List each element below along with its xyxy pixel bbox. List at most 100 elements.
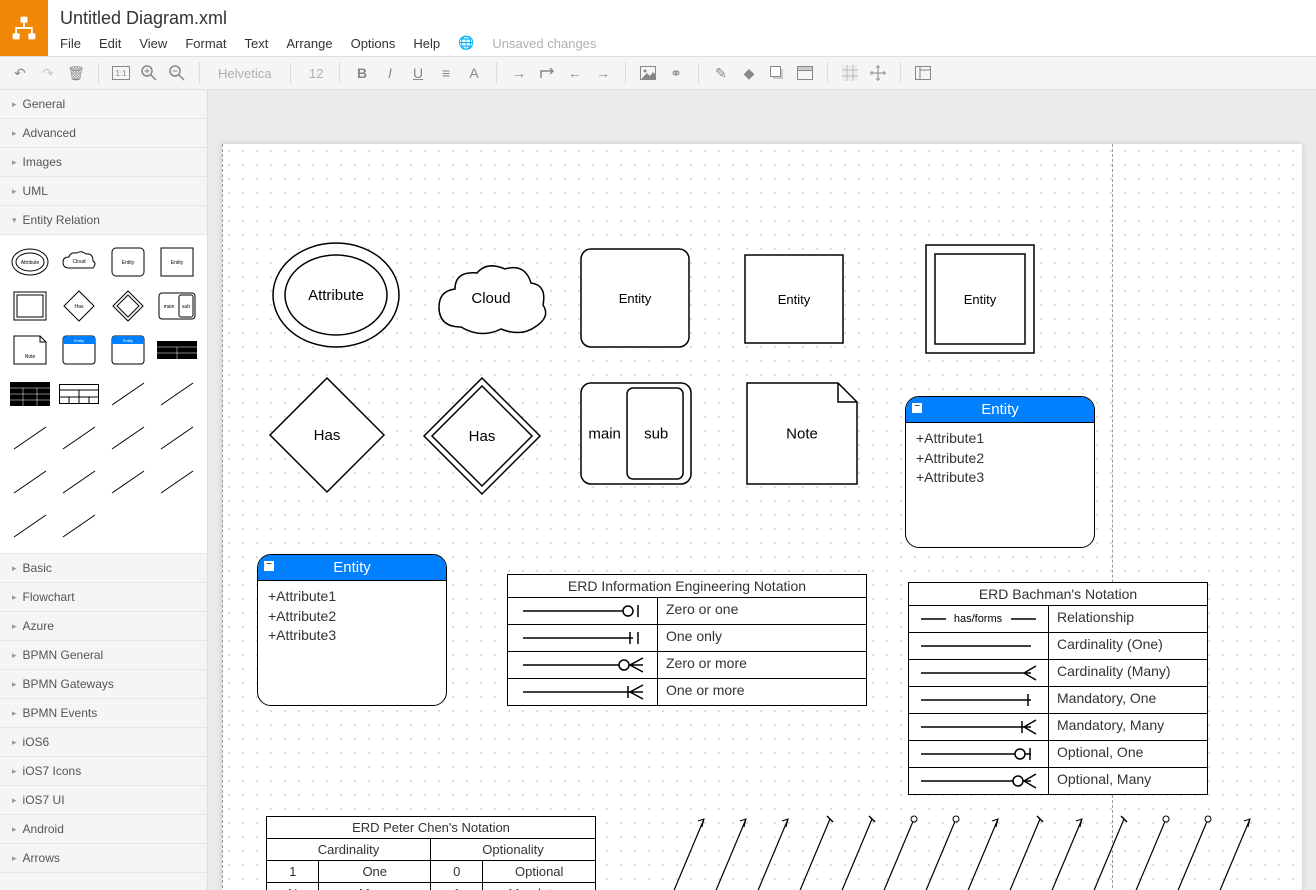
menu-arrange[interactable]: Arrange	[286, 36, 332, 51]
shape-attribute[interactable]: Attribute	[271, 241, 401, 349]
image-icon[interactable]	[636, 61, 660, 85]
pal-conn-11[interactable]	[8, 507, 51, 545]
arrow-right-icon[interactable]: →	[507, 61, 531, 85]
connectors-group[interactable]	[642, 814, 1290, 890]
erd-chen-table[interactable]: ERD Peter Chen's Notation CardinalityOpt…	[266, 816, 596, 890]
fill-color-icon[interactable]: ◆	[737, 61, 761, 85]
pal-conn-12[interactable]	[57, 507, 100, 545]
cat-azure[interactable]: Azure	[0, 612, 207, 641]
cat-advanced[interactable]: Advanced	[0, 119, 207, 148]
align-icon[interactable]: ≡	[434, 61, 458, 85]
underline-icon[interactable]: U	[406, 61, 430, 85]
shape-entity-square[interactable]: Entity	[744, 254, 844, 344]
shape-entity-attrs-2[interactable]: −Entity +Attribute1+Attribute2+Attribute…	[257, 554, 447, 706]
layout-icon[interactable]	[911, 61, 935, 85]
shape-has-double[interactable]: Has	[422, 376, 542, 496]
menu-edit[interactable]: Edit	[99, 36, 121, 51]
menu-format[interactable]: Format	[185, 36, 226, 51]
shape-weak-entity[interactable]: mainsub	[580, 382, 692, 485]
pal-conn-1[interactable]	[107, 375, 150, 413]
canvas[interactable]: Attribute CloudEntityEntityEntityHasHasm…	[222, 144, 1302, 890]
line-start-icon[interactable]: ←	[563, 61, 587, 85]
cat-uml[interactable]: UML	[0, 177, 207, 206]
shape-has[interactable]: Has	[268, 376, 386, 494]
cat-ios7-icons[interactable]: iOS7 Icons	[0, 757, 207, 786]
cat-bpmn-gateways[interactable]: BPMN Gateways	[0, 670, 207, 699]
grid-toggle-icon[interactable]	[838, 61, 862, 85]
pal-conn-9[interactable]	[107, 463, 150, 501]
shadow-icon[interactable]	[765, 61, 789, 85]
cat-android[interactable]: Android	[0, 815, 207, 844]
menu-options[interactable]: Options	[351, 36, 396, 51]
pal-has[interactable]: Has	[57, 287, 100, 325]
menu-file[interactable]: File	[60, 36, 81, 51]
pal-conn-3[interactable]	[8, 419, 51, 457]
pal-conn-4[interactable]	[57, 419, 100, 457]
font-color-icon[interactable]: A	[462, 61, 486, 85]
collapse-icon[interactable]: −	[264, 561, 274, 571]
pal-entity-rounded[interactable]: Entity	[107, 243, 150, 281]
redo-icon[interactable]: ↷	[36, 61, 60, 85]
menu-view[interactable]: View	[139, 36, 167, 51]
pal-conn-2[interactable]	[156, 375, 199, 413]
collapse-icon[interactable]: −	[912, 403, 922, 413]
pal-conn-10[interactable]	[156, 463, 199, 501]
shape-entity-rounded[interactable]: Entity	[580, 248, 690, 348]
document-title[interactable]: Untitled Diagram.xml	[60, 0, 1316, 29]
actual-size-icon[interactable]: 1:1	[109, 61, 133, 85]
guides-icon[interactable]	[866, 61, 890, 85]
pal-entity-double[interactable]	[8, 287, 51, 325]
cat-ios7-ui[interactable]: iOS7 UI	[0, 786, 207, 815]
pal-entity-square[interactable]: Entity	[156, 243, 199, 281]
cat-arrows[interactable]: Arrows	[0, 844, 207, 873]
cat-bpmn-events[interactable]: BPMN Events	[0, 699, 207, 728]
pal-conn-5[interactable]	[107, 419, 150, 457]
pal-cloud[interactable]: Cloud	[57, 243, 100, 281]
svg-text:Entity: Entity	[778, 292, 811, 307]
erd-ie-table[interactable]: ERD Information Engineering Notation Zer…	[507, 574, 867, 706]
pal-entity-blue[interactable]: Entity	[57, 331, 100, 369]
waypoint-icon[interactable]	[535, 61, 559, 85]
cat-flowchart[interactable]: Flowchart	[0, 583, 207, 612]
pal-has-double[interactable]	[107, 287, 150, 325]
pal-note[interactable]: Note	[8, 331, 51, 369]
undo-icon[interactable]: ↶	[8, 61, 32, 85]
zoom-out-icon[interactable]	[165, 61, 189, 85]
cat-basic[interactable]: Basic	[0, 554, 207, 583]
svg-text:Attribute: Attribute	[20, 260, 39, 266]
cat-images[interactable]: Images	[0, 148, 207, 177]
pal-table-dark[interactable]	[156, 331, 199, 369]
pal-conn-7[interactable]	[8, 463, 51, 501]
pal-table-chen[interactable]	[57, 375, 100, 413]
italic-icon[interactable]: I	[378, 61, 402, 85]
font-family[interactable]: Helvetica	[210, 66, 280, 81]
pal-weak-entity[interactable]: mainsub	[156, 287, 199, 325]
erd-bachman-table[interactable]: ERD Bachman's Notation has/formsRelation…	[908, 582, 1208, 795]
pal-table-dark2[interactable]	[8, 375, 51, 413]
container-icon[interactable]	[793, 61, 817, 85]
cat-general[interactable]: General	[0, 90, 207, 119]
shape-entity-attrs-1[interactable]: −Entity +Attribute1+Attribute2+Attribute…	[905, 396, 1095, 548]
line-end-icon[interactable]: →	[591, 61, 615, 85]
cat-ios6[interactable]: iOS6	[0, 728, 207, 757]
cat-entity-relation[interactable]: Entity Relation	[0, 206, 207, 235]
pal-conn-6[interactable]	[156, 419, 199, 457]
shape-entity-double[interactable]: Entity	[925, 244, 1035, 354]
pal-entity-blue2[interactable]: Entity	[107, 331, 150, 369]
app-logo[interactable]	[0, 0, 48, 56]
pal-attribute[interactable]: Attribute	[8, 243, 51, 281]
link-icon[interactable]: ⚭	[664, 61, 688, 85]
shape-cloud[interactable]: Cloud	[431, 257, 551, 339]
font-size[interactable]: 12	[301, 66, 329, 81]
globe-icon[interactable]: 🌐	[458, 35, 474, 51]
menu-text[interactable]: Text	[244, 36, 268, 51]
bold-icon[interactable]: B	[350, 61, 374, 85]
zoom-in-icon[interactable]	[137, 61, 161, 85]
canvas-viewport[interactable]: Attribute CloudEntityEntityEntityHasHasm…	[208, 90, 1316, 890]
pal-conn-8[interactable]	[57, 463, 100, 501]
menu-help[interactable]: Help	[413, 36, 440, 51]
line-color-icon[interactable]: ✎	[709, 61, 733, 85]
cat-bpmn-general[interactable]: BPMN General	[0, 641, 207, 670]
delete-icon[interactable]: 🗑	[64, 61, 88, 85]
shape-note[interactable]: Note	[746, 382, 858, 485]
